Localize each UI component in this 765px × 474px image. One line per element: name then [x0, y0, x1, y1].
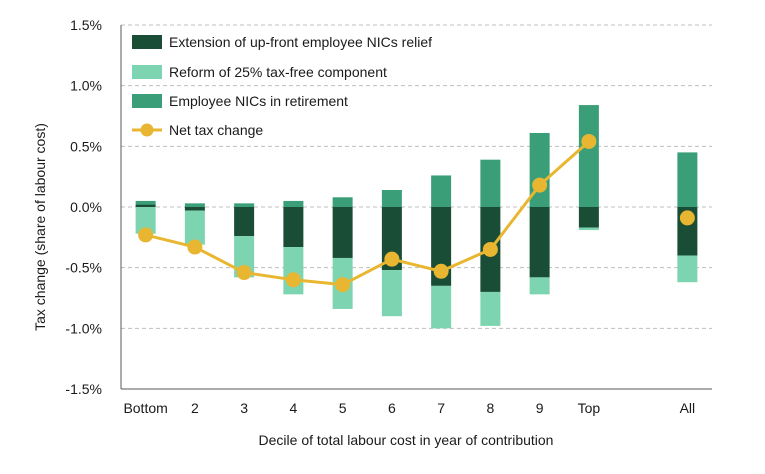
bar-segment: [135, 200, 156, 205]
bar-segment: [578, 227, 599, 231]
x-tick-label: 6: [388, 400, 396, 416]
x-axis-label: Decile of total labour cost in year of c…: [259, 432, 554, 448]
bar-segment: [234, 203, 255, 207]
legend-marker-swatch: [140, 123, 154, 137]
y-axis-label: Tax change (share of labour cost): [32, 123, 48, 331]
x-tick-label: 7: [437, 400, 445, 416]
bar-segment: [578, 207, 599, 228]
y-tick-label: -1.5%: [65, 381, 102, 397]
x-tick-label: 9: [536, 400, 544, 416]
y-tick-label: -0.5%: [65, 260, 102, 276]
x-tick-label: 5: [339, 400, 347, 416]
legend-label: Net tax change: [169, 122, 263, 138]
bar-segment: [578, 105, 599, 207]
net-tax-line: [146, 141, 688, 284]
net-line: [138, 133, 695, 293]
bar-segment: [381, 190, 402, 207]
y-tick-label: 1.5%: [70, 17, 102, 33]
bar-segment: [135, 207, 156, 234]
y-tick-label: 1.0%: [70, 78, 102, 94]
bar-segment: [677, 255, 698, 283]
legend-swatch: [132, 94, 162, 108]
x-tick-label: 3: [240, 400, 248, 416]
legend: Extension of up-front employee NICs reli…: [132, 34, 432, 138]
x-tick-label: Top: [578, 400, 601, 416]
legend-swatch: [132, 65, 162, 79]
net-tax-marker: [433, 263, 449, 279]
bar-segment: [431, 175, 452, 207]
x-tick-label: Bottom: [123, 400, 167, 416]
legend-label: Extension of up-front employee NICs reli…: [169, 34, 432, 50]
net-tax-marker: [581, 133, 597, 149]
bar-segment: [677, 152, 698, 207]
bar-segment: [332, 197, 353, 207]
bar-segment: [135, 204, 156, 207]
legend-label: Employee NICs in retirement: [169, 93, 348, 109]
bar-segment: [184, 207, 205, 211]
net-tax-marker: [335, 277, 351, 293]
net-tax-marker: [384, 251, 400, 267]
bar-segment: [332, 207, 353, 258]
bar-segment: [184, 203, 205, 207]
net-tax-marker: [138, 227, 154, 243]
bar-segment: [283, 207, 304, 248]
axes: 1.5% 1.0% 0.5% 0.0% -0.5% -1.0% -1.5% Bottom 2 3 4…: [65, 17, 712, 416]
y-tick-label: -1.0%: [65, 320, 102, 336]
net-tax-marker: [532, 177, 548, 193]
net-tax-marker: [285, 272, 301, 288]
bar-segment: [431, 285, 452, 329]
y-tick-label: 0.0%: [70, 199, 102, 215]
x-tick-label: All: [680, 400, 696, 416]
x-tick-label: 4: [289, 400, 297, 416]
gridlines: [121, 24, 712, 329]
x-tick-label: 8: [486, 400, 494, 416]
bar-segment: [283, 200, 304, 207]
legend-swatch: [132, 35, 162, 49]
x-tick-label: 2: [191, 400, 199, 416]
bar-segment: [480, 291, 501, 326]
net-tax-marker: [679, 210, 695, 226]
net-tax-marker: [482, 241, 498, 257]
bar-segment: [381, 270, 402, 317]
bar-segment: [529, 207, 550, 278]
net-tax-marker: [187, 239, 203, 255]
bars: [135, 105, 698, 329]
bar-segment: [234, 207, 255, 237]
net-tax-marker: [236, 265, 252, 281]
bar-segment: [529, 277, 550, 295]
y-tick-label: 0.5%: [70, 138, 102, 154]
bar-segment: [184, 210, 205, 245]
bar-segment: [480, 159, 501, 207]
legend-label: Reform of 25% tax-free component: [169, 64, 387, 80]
